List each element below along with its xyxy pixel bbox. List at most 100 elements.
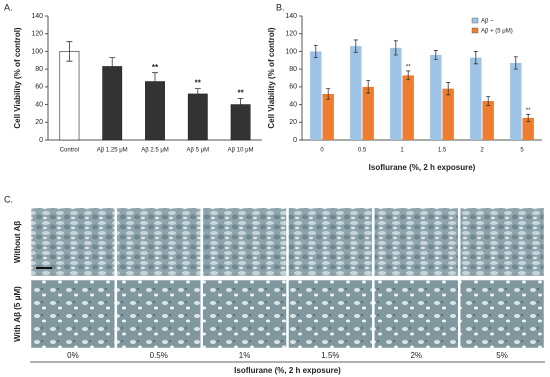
x-tick-label: 1.5 xyxy=(438,148,447,154)
y-tick-label: 120 xyxy=(285,31,297,38)
error-bar xyxy=(526,113,531,118)
x-tick-label: 2 xyxy=(480,148,484,154)
micrograph xyxy=(459,279,545,349)
bar xyxy=(482,101,494,140)
micrograph xyxy=(202,279,287,349)
bar xyxy=(522,117,534,140)
panel-label: A. xyxy=(4,2,13,12)
legend-swatch xyxy=(471,27,479,34)
y-tick-label: 100 xyxy=(285,48,297,55)
micrograph xyxy=(288,207,373,277)
x-tick-label: Aβ 2.5 μM xyxy=(141,148,169,154)
error-bar xyxy=(406,70,411,76)
significance-label: ** xyxy=(152,63,159,72)
error-bar xyxy=(406,75,411,81)
column-label: 5% xyxy=(496,351,508,360)
y-tick-label: 40 xyxy=(35,101,43,108)
error-bar xyxy=(446,82,451,89)
significance-label: ** xyxy=(195,79,202,88)
error-bar xyxy=(194,93,201,100)
bar xyxy=(430,54,442,140)
error-bar xyxy=(109,57,116,67)
error-bar xyxy=(366,80,371,87)
y-axis-label: Cell Viability (% of control) xyxy=(13,27,22,129)
y-tick-label: 140 xyxy=(285,13,297,20)
legend-label: Aβ + (5 μM) xyxy=(481,29,513,35)
column-label: 1.5% xyxy=(321,351,339,360)
error-bar xyxy=(326,93,331,100)
error-bar xyxy=(473,51,478,58)
error-bar xyxy=(313,44,318,52)
bar xyxy=(442,88,454,140)
micrograph xyxy=(374,279,459,349)
error-bar xyxy=(393,47,398,56)
bar xyxy=(470,57,482,140)
error-bar xyxy=(433,54,438,60)
micrograph xyxy=(288,279,373,349)
column-label: 0% xyxy=(67,351,79,360)
micrograph xyxy=(459,207,545,277)
error-bar xyxy=(393,40,398,48)
significance-label: ** xyxy=(406,64,411,70)
x-tick-label: Aβ 1.25 μM xyxy=(97,148,128,154)
y-tick-label: 80 xyxy=(35,66,43,73)
y-tick-label: 140 xyxy=(31,13,43,20)
error-bar xyxy=(513,62,518,70)
bar xyxy=(362,86,374,140)
bar xyxy=(187,93,208,141)
error-bar xyxy=(486,96,491,102)
error-bar xyxy=(446,88,451,96)
y-tick-label: 60 xyxy=(35,84,43,91)
micrograph xyxy=(116,207,201,277)
error-bar xyxy=(526,117,531,122)
error-bar xyxy=(152,72,158,82)
y-tick-label: 20 xyxy=(289,119,297,126)
x-tick-label: Aβ 10 μM xyxy=(228,148,254,154)
bar xyxy=(322,93,334,140)
legend-swatch xyxy=(471,17,479,24)
error-bar xyxy=(66,41,73,52)
micrograph xyxy=(116,279,201,349)
row-label: With Aβ (5 μM) xyxy=(13,286,22,342)
y-tick-label: 120 xyxy=(31,31,43,38)
column-label: 2% xyxy=(410,351,422,360)
error-bar xyxy=(109,66,116,76)
y-tick-label: 0 xyxy=(293,137,297,144)
bar xyxy=(350,46,362,140)
x-axis-label: Isoflurane (%, 2 h exposure) xyxy=(234,366,341,375)
x-tick-label: 1 xyxy=(400,148,404,154)
error-bar xyxy=(433,50,438,55)
micrograph xyxy=(202,207,287,277)
error-bar xyxy=(486,101,491,106)
y-tick-label: 60 xyxy=(289,84,297,91)
panel-label: C. xyxy=(4,194,13,204)
error-bar xyxy=(366,86,371,94)
row-label: Without Aβ xyxy=(13,221,22,263)
x-tick-label: 5 xyxy=(520,148,524,154)
column-label: 1% xyxy=(239,351,251,360)
error-bar xyxy=(313,51,318,59)
x-axis-label: Isoflurane (%, 2 h exposure) xyxy=(369,163,476,172)
error-bar xyxy=(353,39,358,47)
y-tick-label: 100 xyxy=(31,48,43,55)
error-bar xyxy=(353,46,358,53)
y-tick-label: 0 xyxy=(39,137,43,144)
error-bar xyxy=(326,88,331,94)
x-tick-label: 0 xyxy=(320,148,324,154)
significance-label: ** xyxy=(526,108,531,114)
bar xyxy=(390,47,402,141)
legend-label: Aβ − xyxy=(481,19,494,25)
bar xyxy=(102,66,123,141)
y-tick-label: 80 xyxy=(289,66,297,73)
error-bar xyxy=(152,81,158,91)
x-tick-label: 0.5 xyxy=(358,148,367,154)
error-bar xyxy=(237,97,244,105)
micrograph xyxy=(30,279,116,349)
bar xyxy=(310,51,322,140)
error-bar xyxy=(473,57,478,65)
column-label: 0.5% xyxy=(150,351,168,360)
y-tick-label: 20 xyxy=(35,119,43,126)
micrograph xyxy=(30,207,116,277)
micrograph xyxy=(374,207,459,277)
